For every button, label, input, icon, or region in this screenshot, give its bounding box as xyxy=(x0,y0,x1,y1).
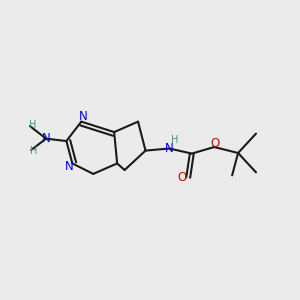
Text: N: N xyxy=(78,110,87,123)
Text: N: N xyxy=(165,142,174,155)
Text: N: N xyxy=(64,160,73,173)
Text: O: O xyxy=(210,137,219,150)
Text: O: O xyxy=(177,171,186,184)
Text: N: N xyxy=(42,132,50,145)
Text: H: H xyxy=(31,146,38,156)
Text: H: H xyxy=(29,120,37,130)
Text: H: H xyxy=(171,134,178,145)
